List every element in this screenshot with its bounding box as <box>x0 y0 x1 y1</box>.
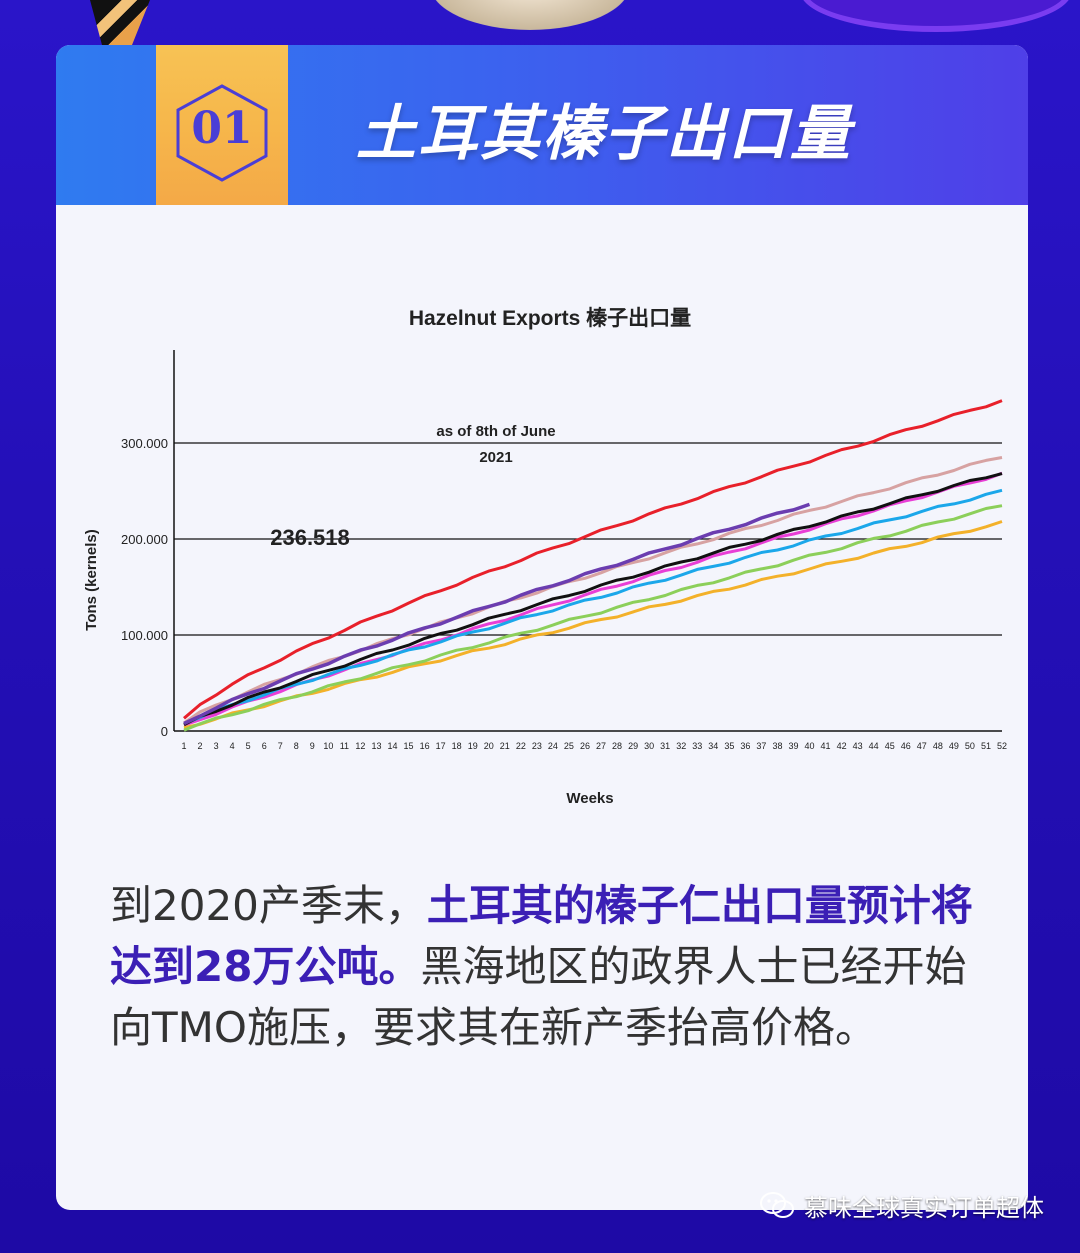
x-tick-label: 25 <box>564 741 574 751</box>
hazelnut-exports-chart: Hazelnut Exports 榛子出口量 0 100.000 200.000 30… <box>70 275 1020 835</box>
x-tick-label: 48 <box>933 741 943 751</box>
description-highlight: 土耳其的榛子仁出口量预计将达到28万公吨。 <box>110 881 973 991</box>
x-tick-label: 35 <box>724 741 734 751</box>
x-tick-label: 24 <box>548 741 558 751</box>
y-tick-label: 0 <box>161 724 168 739</box>
series-line-season-2018 <box>183 472 1003 727</box>
x-tick-label: 42 <box>837 741 847 751</box>
section-number: 01 <box>191 103 253 154</box>
x-tick-label: 45 <box>885 741 895 751</box>
top-decoration-left <box>90 0 150 45</box>
x-tick-label: 16 <box>420 741 430 751</box>
x-tick-label: 47 <box>917 741 927 751</box>
chart-callout-value: 236.518 <box>270 525 350 550</box>
description-part-1: 到2020产季末， <box>110 881 427 930</box>
y-axis-label: Tons (kernels) <box>83 529 100 630</box>
x-tick-label: 3 <box>214 741 219 751</box>
x-tick-label: 23 <box>532 741 542 751</box>
x-tick-label: 17 <box>436 741 446 751</box>
x-tick-label: 7 <box>278 741 283 751</box>
x-tick-label: 44 <box>869 741 879 751</box>
description-part-2: 黑海地区的政界人士已经开始向TMO施压，要求其在新产季抬高价格。 <box>110 942 967 1052</box>
x-tick-label: 49 <box>949 741 959 751</box>
x-tick-label: 5 <box>246 741 251 751</box>
x-tick-label: 13 <box>371 741 381 751</box>
x-tick-label: 21 <box>500 741 510 751</box>
x-tick-label: 51 <box>981 741 991 751</box>
x-tick-label: 26 <box>580 741 590 751</box>
x-tick-label: 32 <box>676 741 686 751</box>
x-tick-label: 12 <box>355 741 365 751</box>
series-line-season-2016 <box>183 504 1003 732</box>
chart-annotation-year: 2021 <box>479 449 512 466</box>
x-tick-label: 11 <box>340 741 349 751</box>
x-tick-label: 19 <box>468 741 478 751</box>
series-line-season-2020 <box>183 502 811 726</box>
x-tick-label: 34 <box>708 741 718 751</box>
x-tick-label: 27 <box>596 741 606 751</box>
x-tick-label: 2 <box>198 741 203 751</box>
x-tick-label: 50 <box>965 741 975 751</box>
x-tick-label: 9 <box>310 741 315 751</box>
section-title: 土耳其榛子出口量 <box>356 99 852 169</box>
chart-annotation-date: as of 8th of June <box>436 423 555 440</box>
x-tick-label: 30 <box>644 741 654 751</box>
watermark-text: 慕味全球真实订单超体 <box>804 1194 1044 1222</box>
series-line-season-2017 <box>183 456 1003 725</box>
x-tick-label: 29 <box>628 741 638 751</box>
y-tick-label: 200.000 <box>121 532 168 547</box>
x-tick-label: 46 <box>901 741 911 751</box>
x-tick-label: 36 <box>740 741 750 751</box>
x-tick-label: 14 <box>388 741 398 751</box>
x-tick-label: 31 <box>660 741 670 751</box>
x-tick-label: 1 <box>181 741 186 751</box>
content-card: 01 土耳其榛子出口量 Hazelnut Exports 榛子出口量 0 100.… <box>56 45 1028 1210</box>
x-tick-label: 10 <box>323 741 333 751</box>
x-tick-label: 28 <box>612 741 622 751</box>
hexagon-badge-icon <box>176 84 268 182</box>
watermark: 慕味全球真实订单超体 <box>760 1188 1044 1223</box>
x-tick-label: 41 <box>821 741 831 751</box>
y-tick-label: 100.000 <box>121 628 168 643</box>
x-tick-label: 22 <box>516 741 526 751</box>
x-tick-label: 39 <box>788 741 798 751</box>
chart-svg: Hazelnut Exports 榛子出口量 0 100.000 200.000 30… <box>83 307 1007 807</box>
x-tick-label: 8 <box>294 741 299 751</box>
x-tick-label: 33 <box>692 741 702 751</box>
x-tick-label: 6 <box>262 741 267 751</box>
series-line-season-2014 <box>183 520 1003 730</box>
x-tick-label: 40 <box>805 741 815 751</box>
x-tick-label: 15 <box>404 741 414 751</box>
x-tick-label: 43 <box>853 741 863 751</box>
x-tick-label: 37 <box>756 741 766 751</box>
x-tick-label: 38 <box>772 741 782 751</box>
x-tick-label: 20 <box>484 741 494 751</box>
top-decoration-right <box>800 0 1072 32</box>
x-axis-label: Weeks <box>566 790 613 807</box>
series-line-season-2015 <box>183 488 1003 726</box>
x-tick-label: 4 <box>230 741 235 751</box>
top-decoration-plate <box>430 0 630 30</box>
wechat-icon <box>760 1191 794 1218</box>
x-tick-label: 18 <box>452 741 462 751</box>
chart-title: Hazelnut Exports 榛子出口量 <box>409 307 691 330</box>
series-line-season-2019 <box>183 399 1003 720</box>
y-tick-label: 300.000 <box>121 436 168 451</box>
x-tick-label: 52 <box>997 741 1007 751</box>
description-paragraph: 到2020产季末，土耳其的榛子仁出口量预计将达到28万公吨。黑海地区的政界人士已… <box>110 875 990 1058</box>
